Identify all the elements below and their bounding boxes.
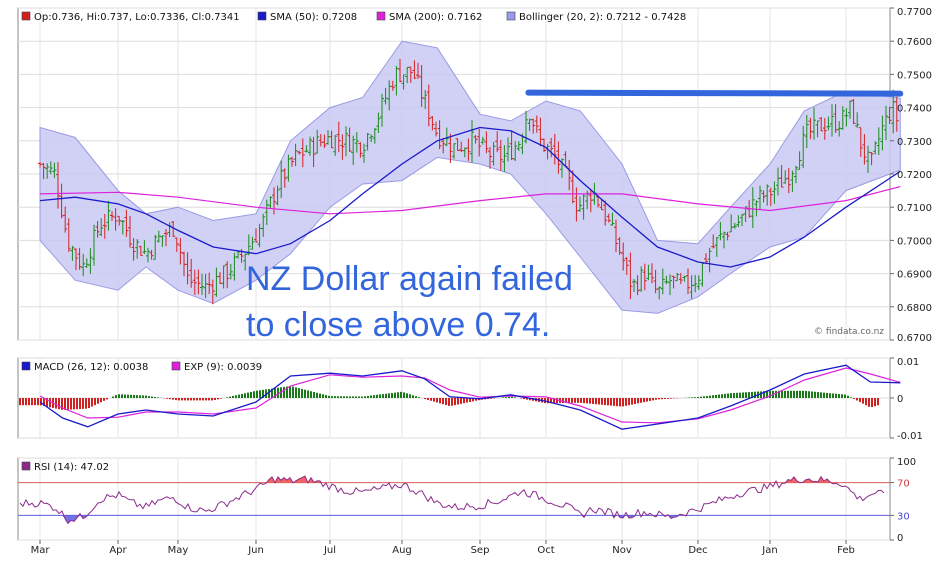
legend-swatch (22, 12, 30, 20)
watermark: © findata.co.nz (814, 327, 884, 337)
y-tick-label: 0.6800 (897, 303, 932, 314)
y-tick-label: 0.7100 (897, 203, 932, 214)
legend-label: RSI (14): 47.02 (34, 462, 109, 473)
legend-swatch (258, 12, 266, 20)
y-tick-label: 0.01 (897, 357, 919, 368)
y-tick-label: 0.7600 (897, 37, 932, 48)
y-tick-label: 30 (897, 511, 910, 522)
y-tick-label: 0.7500 (897, 70, 932, 81)
x-tick-label: Jul (323, 545, 336, 556)
legend-swatch (22, 362, 30, 370)
y-tick-label: 0 (897, 394, 903, 405)
legend-swatch (172, 362, 180, 370)
legend-swatch (507, 12, 515, 20)
y-tick-label: 0.7300 (897, 137, 932, 148)
y-tick-label: 0.6700 (897, 333, 932, 344)
annotation-line-1: NZ Dollar again failed (246, 256, 573, 302)
legend-swatch (377, 12, 385, 20)
x-tick-label: Mar (31, 545, 51, 556)
y-tick-label: 0.7200 (897, 170, 932, 181)
x-tick-label: Sep (471, 545, 490, 556)
x-tick-label: Aug (392, 545, 412, 556)
y-tick-label: 70 (897, 479, 910, 490)
legend-label: Bollinger (20, 2): 0.7212 - 0.7428 (519, 12, 686, 23)
x-tick-label: Jun (247, 545, 264, 556)
x-tick-label: May (168, 545, 189, 556)
x-tick-label: Nov (612, 545, 632, 556)
x-tick-label: Dec (688, 545, 707, 556)
x-tick-label: Apr (109, 545, 127, 556)
legend-label: SMA (50): 0.7208 (270, 12, 357, 23)
y-tick-label: 100 (897, 457, 916, 468)
annotation-text: NZ Dollar again failed to close above 0.… (246, 256, 573, 348)
y-tick-label: 0.7000 (897, 236, 932, 247)
y-tick-label: 0.6900 (897, 270, 932, 281)
resistance-line (528, 93, 900, 94)
y-tick-label: -0.01 (897, 431, 923, 442)
legend-label: SMA (200): 0.7162 (389, 12, 482, 23)
panel-frame-rsi (18, 458, 890, 540)
y-tick-label: 0 (897, 533, 903, 544)
x-tick-label: Oct (537, 545, 554, 556)
y-tick-label: 0.7400 (897, 104, 932, 115)
y-tick-label: 0.7700 (897, 7, 932, 18)
legend-swatch (22, 462, 30, 470)
legend-label: Op:0.736, Hi:0.737, Lo:0.7336, Cl:0.7341 (34, 12, 240, 23)
legend-label: EXP (9): 0.0039 (184, 362, 262, 373)
x-tick-label: Jan (761, 545, 777, 556)
annotation-line-2: to close above 0.74. (246, 302, 573, 348)
x-tick-label: Feb (837, 545, 855, 556)
legend-label: MACD (26, 12): 0.0038 (34, 362, 148, 373)
